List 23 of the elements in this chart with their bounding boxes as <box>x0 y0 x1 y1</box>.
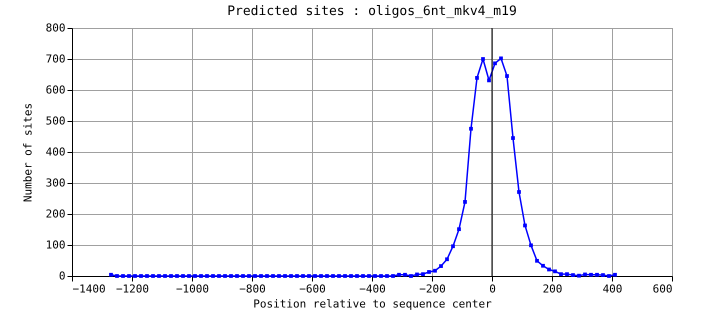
y-tick-label: 600 <box>46 84 66 96</box>
y-tick-label: 0 <box>58 270 66 282</box>
x-tick-label: −1000 <box>176 282 210 296</box>
x-tick-label: 200 <box>542 282 562 296</box>
x-tick-label: −400 <box>359 282 386 296</box>
y-tick-label: 800 <box>46 22 66 34</box>
y-tick-label: 500 <box>46 114 66 128</box>
x-tick-label: 400 <box>602 282 622 296</box>
x-tick-label: 600 <box>652 282 672 296</box>
x-tick-label: −1200 <box>116 282 150 296</box>
y-axis-title: Number of sites <box>22 102 35 202</box>
y-tick-label: 100 <box>46 238 66 252</box>
x-tick-label: −200 <box>419 282 446 296</box>
chart-title: Predicted sites : oligos_6nt_mkv4_m19 <box>227 4 517 19</box>
y-tick-label: 300 <box>46 176 66 190</box>
y-tick-label: 700 <box>46 52 66 66</box>
y-tick-label: 200 <box>46 208 66 220</box>
x-tick-label: −1400 <box>72 282 106 296</box>
y-tick-label: 400 <box>46 146 66 158</box>
x-axis-title: Position relative to sequence center <box>253 298 492 310</box>
x-tick-label: 0 <box>489 282 496 296</box>
x-tick-label: −800 <box>239 282 266 296</box>
x-tick-label: −600 <box>299 282 326 296</box>
